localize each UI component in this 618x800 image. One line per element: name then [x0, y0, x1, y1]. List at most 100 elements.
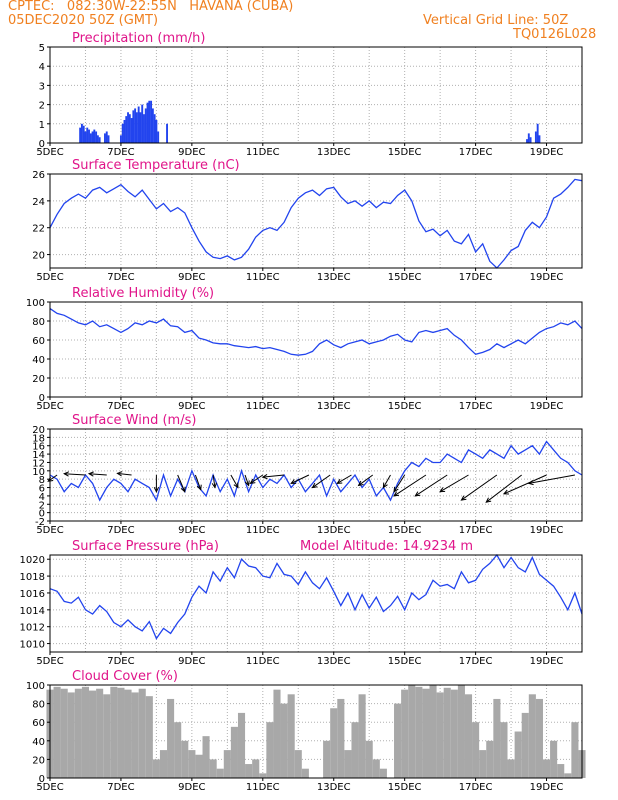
data-bar: [141, 104, 144, 143]
data-bar: [81, 686, 90, 778]
wind-arrow: [461, 474, 498, 501]
data-bar: [526, 139, 528, 143]
data-bar: [259, 773, 267, 778]
x-tick-label: 13DEC: [317, 272, 351, 283]
y-tick-label: 4: [39, 492, 45, 503]
x-tick-label: 7DEC: [107, 782, 134, 793]
data-bar: [457, 685, 465, 778]
data-bar: [252, 759, 260, 778]
y-tick-label: 16: [32, 442, 45, 453]
data-bar: [79, 127, 82, 143]
data-bar: [394, 703, 402, 778]
wind-arrow-head: [393, 491, 400, 497]
data-bar: [181, 740, 189, 778]
data-bar: [542, 759, 551, 778]
x-tick-label: 11DEC: [246, 656, 280, 667]
data-bar: [479, 750, 487, 778]
data-bar: [139, 112, 142, 143]
data-bar: [550, 740, 558, 778]
x-tick-label: 19DEC: [530, 147, 564, 158]
wind-arrow-head: [261, 474, 268, 480]
x-tick-label: 5DEC: [36, 782, 63, 793]
wind-arrow-head: [196, 484, 202, 491]
y-tick-label: 1: [39, 120, 45, 131]
y-tick-label: 4: [39, 62, 45, 73]
panel-frame: [49, 684, 583, 779]
data-bar: [96, 688, 104, 778]
x-tick-label: 15DEC: [388, 782, 422, 793]
panel-frame: [49, 554, 583, 653]
data-bar: [486, 740, 494, 778]
data-bar: [117, 687, 125, 778]
x-tick-label: 9DEC: [178, 401, 205, 412]
data-bar: [166, 123, 168, 143]
data-bar: [86, 127, 89, 143]
panel-title: Surface Wind (m/s): [72, 413, 196, 428]
wind-arrow-head: [414, 491, 421, 497]
x-tick-label: 17DEC: [459, 782, 493, 793]
x-tick-label: 19DEC: [530, 401, 564, 412]
x-tick-label: 7DEC: [107, 525, 134, 536]
panel-1: 20 22 24 26 5DEC 7DEC 9DEC 11DEC 13DEC 15DEC 17DEC…: [32, 158, 583, 283]
wind-arrow-head: [116, 471, 123, 477]
y-tick-label: 60: [32, 336, 45, 347]
wind-arrow-head: [382, 482, 388, 489]
wind-arrow-head: [460, 495, 467, 501]
data-bar: [110, 686, 118, 778]
wind-arrow-head: [336, 478, 343, 484]
wind-arrow: [262, 474, 285, 478]
data-bar: [209, 759, 217, 778]
data-bar: [351, 722, 359, 778]
x-tick-label: 15DEC: [388, 147, 422, 158]
wind-arrow: [194, 474, 202, 490]
data-bar: [91, 131, 94, 143]
wind-arrow: [312, 474, 331, 488]
wind-arrow-head: [290, 479, 297, 484]
panel-frame: [49, 173, 583, 269]
x-tick-label: 11DEC: [246, 525, 280, 536]
wind-arrow: [393, 474, 427, 497]
data-bar: [472, 722, 480, 778]
x-tick-label: 9DEC: [178, 272, 205, 283]
data-bar: [138, 688, 146, 778]
data-bar: [60, 688, 68, 778]
x-tick-label: 7DEC: [107, 147, 134, 158]
y-tick-label: 2: [39, 101, 45, 112]
data-bar: [124, 689, 132, 778]
x-tick-label: 11DEC: [246, 782, 280, 793]
data-bar: [127, 112, 129, 143]
y-tick-label: -2: [35, 517, 45, 528]
x-tick-label: 19DEC: [530, 272, 564, 283]
data-bar: [280, 703, 288, 778]
x-tick-label: 13DEC: [317, 782, 351, 793]
data-bar: [223, 750, 231, 778]
wind-arrow: [177, 474, 186, 492]
data-bar: [422, 688, 430, 778]
y-tick-label: 2: [39, 500, 45, 511]
x-tick-label: 15DEC: [388, 656, 422, 667]
data-bar: [237, 712, 246, 778]
wind-arrow: [503, 474, 547, 495]
wind-arrow: [439, 474, 469, 493]
x-tick-label: 9DEC: [178, 525, 205, 536]
y-tick-label: 1010: [20, 640, 45, 651]
series-line: [49, 308, 583, 356]
y-tick-label: 40: [32, 355, 45, 366]
panel-4: 1010 1012 1014 1016 1018 1020 5DEC 7DEC 9DEC 11DE…: [20, 539, 583, 667]
data-bar: [408, 685, 416, 778]
y-tick-label: 60: [32, 718, 45, 729]
y-tick-label: 6: [39, 484, 45, 495]
x-tick-label: 11DEC: [246, 147, 280, 158]
y-tick-label: 80: [32, 700, 45, 711]
data-bar: [107, 135, 110, 143]
wind-arrow-head: [233, 482, 239, 489]
y-tick-label: 1018: [20, 572, 45, 583]
wind-arrow: [244, 474, 250, 486]
data-bar: [245, 764, 253, 778]
data-bar: [143, 114, 145, 143]
data-bar: [89, 133, 92, 143]
panel-title: Relative Humidity (%): [72, 286, 214, 301]
panel-0: 0 1 2 3 4 5 5DEC 7DEC 9DEC 11DEC 13DEC 15DEC 17DEC 19…: [36, 31, 583, 158]
x-tick-label: 17DEC: [459, 147, 493, 158]
